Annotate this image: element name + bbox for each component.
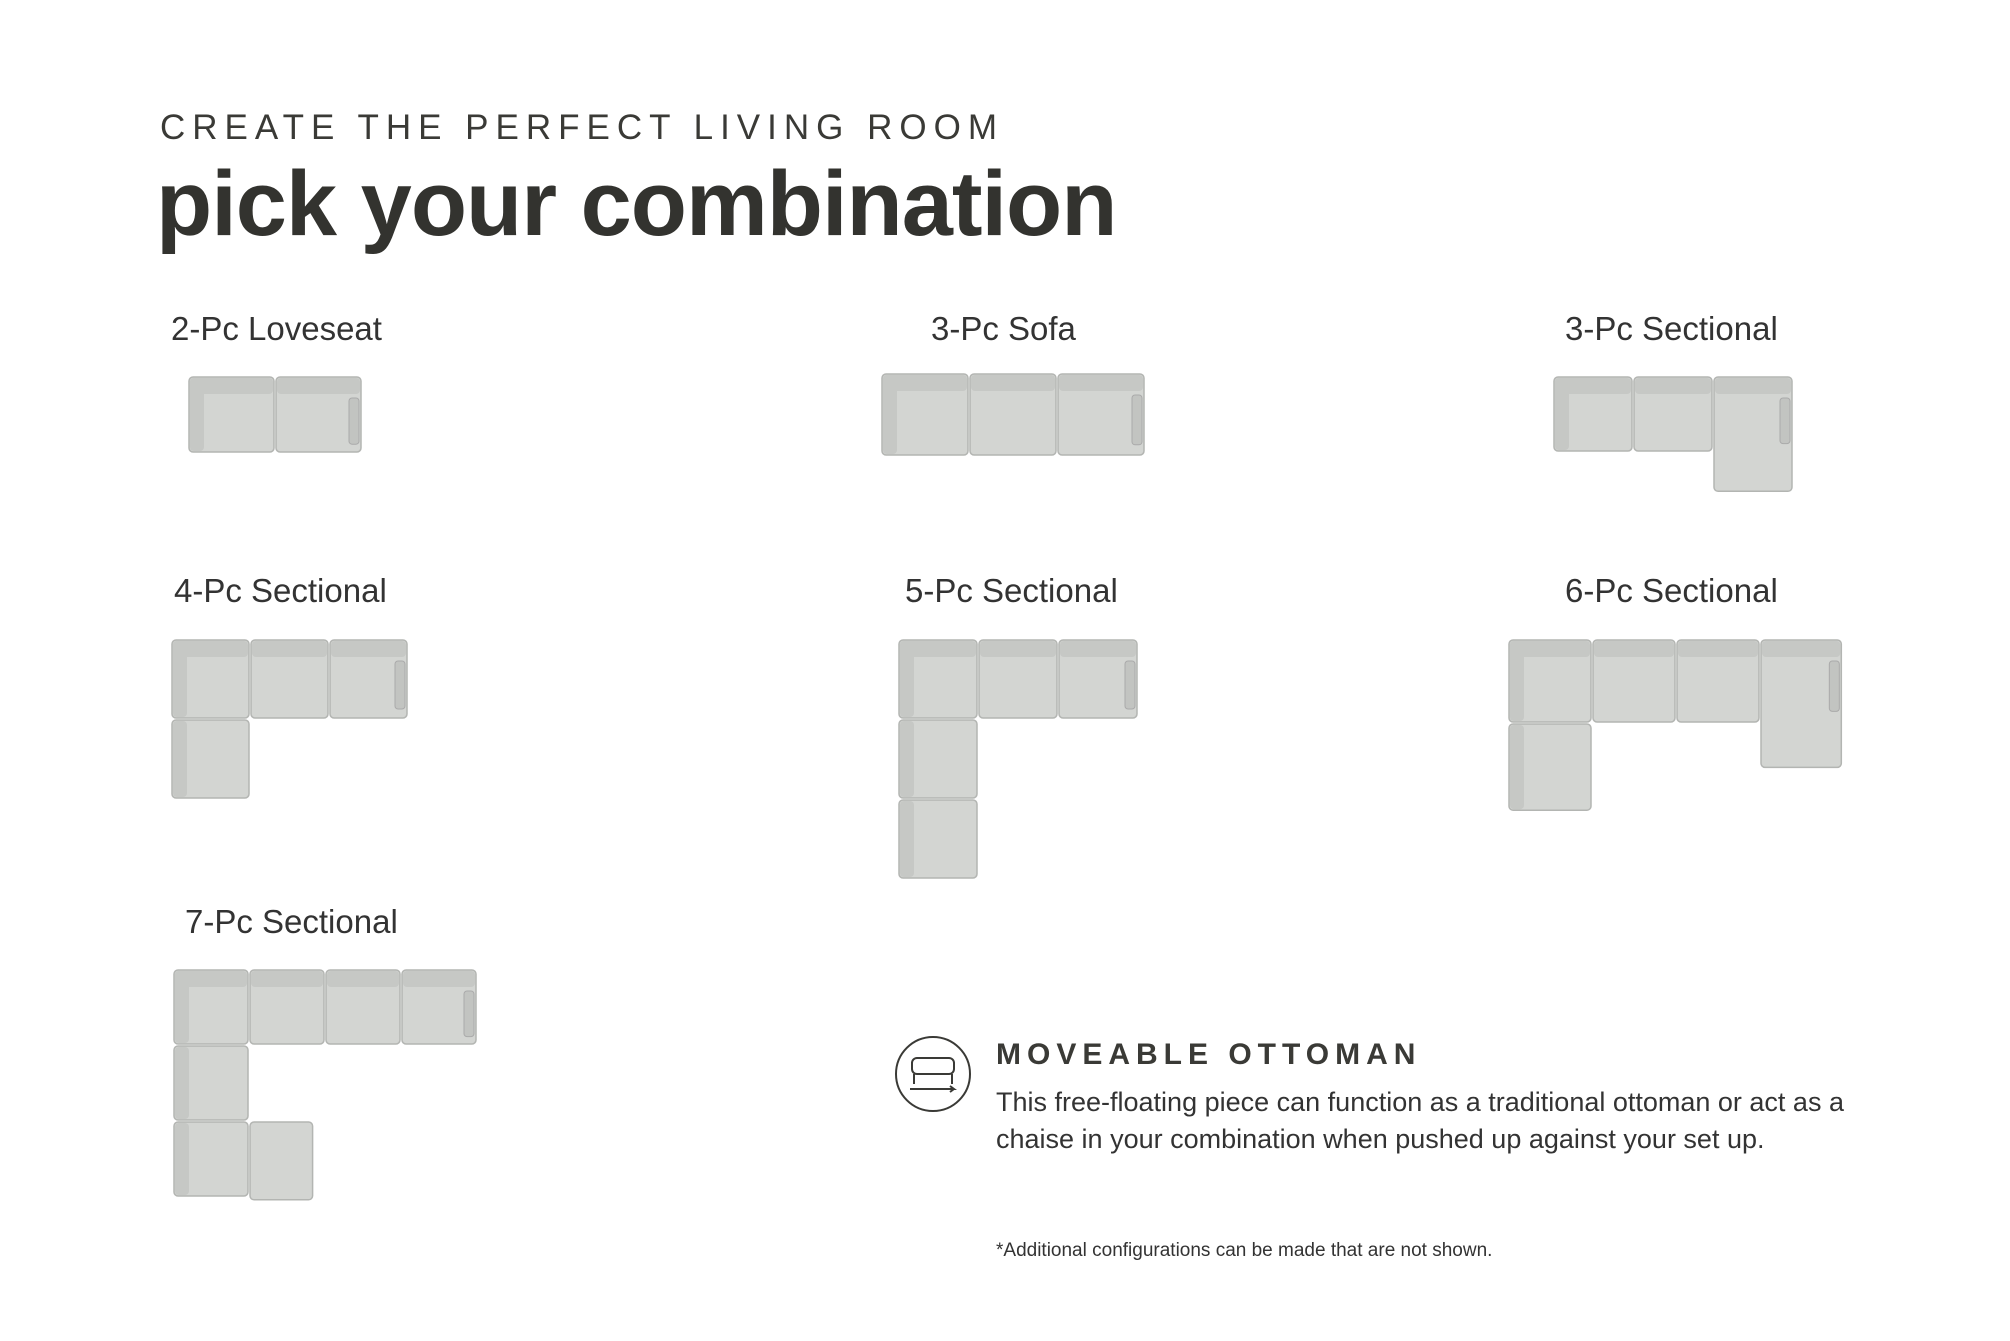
sofa-back: [1059, 375, 1143, 391]
sofa-illustration: [173, 969, 477, 1201]
sofa-module: [329, 639, 408, 719]
sofa-module: [1713, 376, 1793, 493]
sofa-back: [971, 375, 1055, 391]
sofa-module: [1508, 639, 1592, 723]
sofa-module: [401, 969, 477, 1045]
config-label: 3-Pc Sofa: [931, 310, 1076, 347]
sofa-back: [277, 378, 360, 394]
sofa-module: [173, 1121, 249, 1197]
sofa-back: [327, 971, 399, 987]
ottoman-icon: [895, 1036, 971, 1112]
sofa-module: [1760, 639, 1843, 769]
sofa-back: [403, 971, 475, 987]
sofa-arm: [1124, 660, 1136, 710]
sofa-back: [1555, 378, 1631, 394]
sofa-back: [252, 641, 327, 657]
sofa-back: [251, 971, 323, 987]
sofa-back: [980, 641, 1056, 657]
sofa-back: [883, 375, 897, 454]
sofa-back: [900, 641, 914, 717]
sofa-module: [250, 639, 329, 719]
sofa-back: [1510, 641, 1524, 721]
sofa-back: [175, 971, 247, 987]
sofa-module: [898, 639, 978, 719]
ottoman-title: MOVEABLE OTTOMAN: [996, 1038, 1422, 1071]
sofa-illustration: [1553, 376, 1793, 493]
sofa-module: [249, 969, 325, 1045]
sofa-module: [1508, 723, 1592, 811]
sofa-module: [978, 639, 1058, 719]
sofa-back: [1678, 641, 1758, 657]
sofa-arm: [463, 990, 475, 1038]
config-label: 4-Pc Sectional: [174, 572, 387, 609]
sofa-illustration: [1508, 639, 1843, 811]
sofa-module: [1553, 376, 1633, 452]
config-label: 6-Pc Sectional: [1565, 572, 1778, 609]
sofa-back: [173, 721, 187, 797]
config-label: 2-Pc Loveseat: [171, 310, 382, 347]
sofa-module: [1676, 639, 1760, 723]
sofa-back: [331, 641, 406, 657]
sofa-module: [325, 969, 401, 1045]
sofa-back: [175, 1047, 189, 1119]
sofa-back: [1635, 378, 1711, 394]
eyebrow: CREATE THE PERFECT LIVING ROOM: [160, 108, 1004, 147]
ottoman-description: This free-floating piece can function as…: [996, 1087, 1844, 1154]
sofa-arm: [1828, 660, 1840, 712]
sofa-arm: [1779, 397, 1791, 445]
page-title: pick your combination: [156, 153, 1117, 255]
sofa-illustration: [898, 639, 1138, 879]
sofa-module: [171, 639, 250, 719]
sofa-module: [275, 376, 362, 453]
sofa-arm: [348, 397, 360, 445]
sofa-illustration: [171, 639, 408, 799]
sofa-back: [190, 378, 273, 394]
sofa-arm: [394, 660, 406, 710]
sofa-module: [173, 969, 249, 1045]
sofa-back: [900, 801, 914, 877]
sofa-module: [173, 1045, 249, 1121]
config-label: 3-Pc Sectional: [1565, 310, 1778, 347]
sofa-module: [898, 719, 978, 799]
sofa-back: [1594, 641, 1674, 657]
sofa-module: [1592, 639, 1676, 723]
sofa-back: [1762, 641, 1841, 657]
sofa-module: [1633, 376, 1713, 452]
sofa-back: [1715, 378, 1791, 394]
sofa-back: [900, 721, 914, 797]
sofa-back: [1510, 641, 1590, 657]
sofa-illustration: [188, 376, 362, 453]
sofa-module: [188, 376, 275, 453]
sofa-back: [900, 641, 976, 657]
sofa-module: [249, 1121, 314, 1201]
sofa-module: [1057, 373, 1145, 456]
sofa-module: [881, 373, 969, 456]
sofa-illustration: [881, 373, 1145, 456]
sofa-module: [1058, 639, 1138, 719]
sofa-back: [175, 971, 189, 1043]
config-label: 7-Pc Sectional: [185, 903, 398, 940]
sofa-module: [969, 373, 1057, 456]
sofa-back: [1060, 641, 1136, 657]
sofa-back: [1555, 378, 1569, 450]
sofa-arm: [1131, 394, 1143, 446]
sofa-module: [898, 799, 978, 879]
sofa-back: [883, 375, 967, 391]
sofa-back: [190, 378, 204, 451]
sofa-back: [173, 641, 248, 657]
sofa-back: [1510, 725, 1524, 810]
sofa-module: [171, 719, 250, 799]
sofa-back: [173, 641, 187, 717]
config-label: 5-Pc Sectional: [905, 572, 1118, 609]
sofa-back: [175, 1123, 189, 1195]
footnote: *Additional configurations can be made t…: [996, 1240, 1493, 1261]
